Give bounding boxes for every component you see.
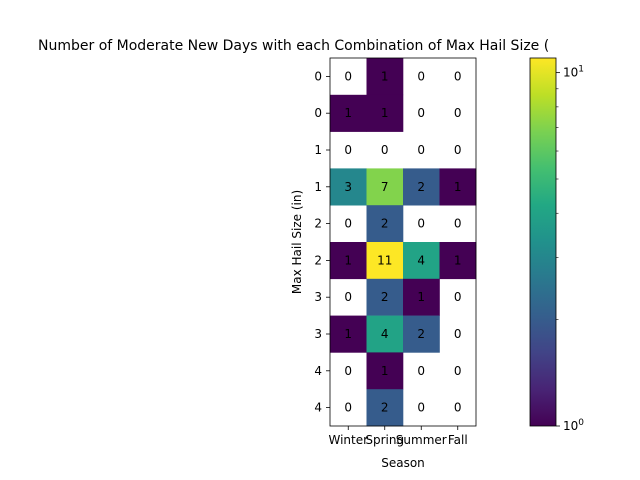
cell-value-label: 2	[417, 327, 425, 341]
cell-value-label: 0	[417, 364, 425, 378]
x-tick-label: Summer	[396, 433, 447, 447]
heatmap-cell	[366, 242, 404, 280]
cell-value-label: 11	[377, 253, 392, 267]
colorbar-ticks: 100 101	[556, 65, 584, 433]
y-tick-label: 0	[314, 69, 322, 83]
heatmap-cell	[330, 94, 367, 132]
cell-value-label: 2	[417, 180, 425, 194]
y-tick-label: 3	[314, 290, 322, 304]
heatmap-cell	[403, 242, 440, 280]
cell-value-label: 4	[417, 253, 425, 267]
y-axis-ticks: 0 0 1 1 2 2 3 3 4 4	[314, 69, 330, 415]
cell-value-label: 2	[381, 217, 389, 231]
cell-value-label: 2	[381, 401, 389, 415]
colorbar-tick-label: 101	[563, 65, 584, 80]
cell-value-label: 0	[454, 401, 462, 415]
heatmap-cell	[403, 168, 440, 206]
heatmap-cell	[366, 278, 404, 316]
y-axis-label: Max Hail Size (in)	[290, 190, 304, 294]
y-tick-label: 1	[314, 143, 322, 157]
cell-value-label: 0	[344, 401, 352, 415]
cell-value-label: 1	[454, 180, 462, 194]
heatmap-cell	[439, 242, 477, 280]
heatmap-cell	[403, 315, 440, 353]
cell-value-label: 0	[417, 401, 425, 415]
cell-value-label: 0	[454, 290, 462, 304]
cell-value-label: 1	[344, 253, 352, 267]
heatmap-cell	[330, 315, 367, 353]
heatmap-cell	[403, 278, 440, 316]
heatmap-cell	[366, 58, 404, 96]
cell-value-label: 0	[344, 364, 352, 378]
heatmap-cell	[439, 168, 477, 206]
cell-value-label: 1	[454, 253, 462, 267]
cell-value-label: 0	[417, 143, 425, 157]
heatmap-cell	[330, 242, 367, 280]
cell-value-label: 1	[344, 106, 352, 120]
cell-value-label: 0	[454, 143, 462, 157]
cell-value-label: 1	[381, 106, 389, 120]
x-tick-label: Winter	[328, 433, 368, 447]
cell-value-label: 1	[381, 364, 389, 378]
heatmap-cell	[366, 205, 404, 243]
cell-value-label: 0	[454, 69, 462, 83]
plot-frame	[329, 57, 477, 427]
y-tick-label: 4	[314, 401, 322, 415]
cell-value-label: 0	[454, 106, 462, 120]
y-tick-label: 1	[314, 180, 322, 194]
cell-value-label: 7	[381, 180, 389, 194]
cell-value-label: 4	[381, 327, 389, 341]
x-axis-label: Season	[381, 456, 425, 470]
y-tick-label: 3	[314, 327, 322, 341]
heatmap-cell	[330, 168, 367, 206]
cell-value-label: 0	[454, 364, 462, 378]
y-tick-label: 0	[314, 106, 322, 120]
heatmap-cell	[366, 94, 404, 132]
cell-value-label: 0	[454, 327, 462, 341]
x-tick-label: Fall	[448, 433, 468, 447]
y-tick-label: 2	[314, 253, 322, 267]
cell-value-label: 0	[344, 69, 352, 83]
cell-value-label: 1	[417, 290, 425, 304]
y-tick-label: 2	[314, 217, 322, 231]
heatmap-cell	[366, 352, 404, 390]
heatmap-cell	[366, 389, 404, 427]
cell-value-label: 0	[417, 106, 425, 120]
cell-value-label: 0	[417, 69, 425, 83]
cell-value-label: 1	[344, 327, 352, 341]
cell-value-label: 0	[454, 217, 462, 231]
cell-value-label: 0	[344, 217, 352, 231]
cell-value-label: 0	[417, 217, 425, 231]
colorbar	[529, 57, 557, 427]
heatmap-cell	[366, 168, 404, 206]
cell-value-label: 0	[344, 290, 352, 304]
x-tick-label: Spring	[365, 433, 404, 447]
y-tick-label: 4	[314, 364, 322, 378]
cell-value-label: 3	[344, 180, 352, 194]
colorbar-tick-label: 100	[563, 418, 584, 433]
cell-value-label: 2	[381, 290, 389, 304]
chart-title: Number of Moderate New Days with each Co…	[38, 38, 549, 54]
cell-value-label: 0	[381, 143, 389, 157]
cell-value-label: 1	[381, 69, 389, 83]
heatmap-cells	[330, 58, 477, 427]
heatmap-cell-labels: 0 1 0 01 1 0 00 0 0 03 7 2 10 2 0 01 11 4 10 2 1 01 4 2 00 1 0 00 2 0…	[344, 69, 461, 414]
cell-value-label: 0	[344, 143, 352, 157]
heatmap-cell	[366, 315, 404, 353]
